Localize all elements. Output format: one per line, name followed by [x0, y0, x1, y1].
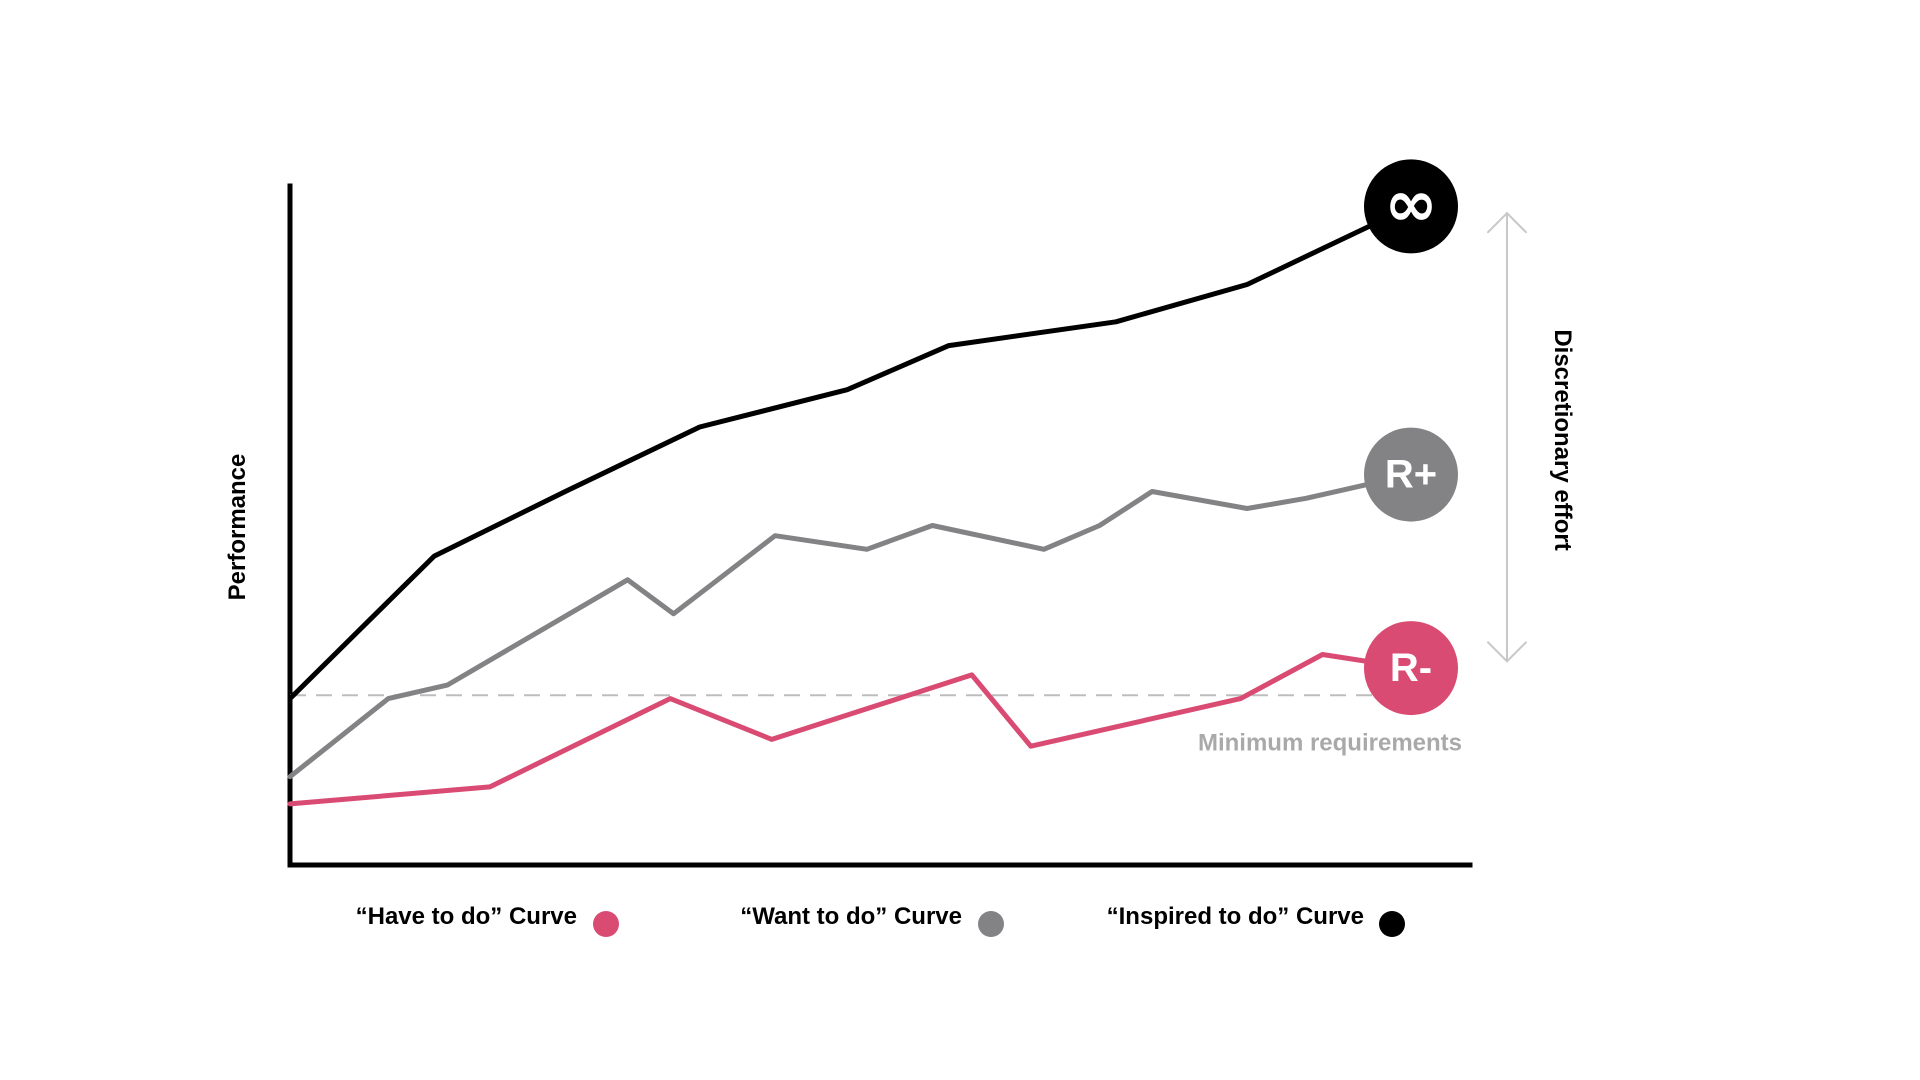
legend-dot-inspired	[1379, 911, 1405, 937]
badge-inspired: ∞	[1364, 159, 1458, 254]
series-line-inspired	[287, 203, 1414, 702]
badge-have-label: R-	[1390, 646, 1432, 690]
arrow-up-icon	[1487, 211, 1527, 234]
legend-dot-have	[593, 911, 619, 937]
arrow-down-icon	[1487, 641, 1527, 663]
legend-dot-want	[978, 911, 1004, 937]
series-line-have	[287, 652, 1414, 807]
legend-label-have: “Have to do” Curve	[356, 903, 577, 930]
badge-want-circle	[1364, 427, 1458, 522]
legend-item-have: “Have to do” Curve	[356, 903, 619, 937]
legend-item-want: “Want to do” Curve	[740, 903, 1004, 937]
legend-label-want: “Want to do” Curve	[740, 903, 962, 930]
badge-have: R-	[1364, 621, 1458, 716]
y-axis-label: Performance	[224, 454, 251, 601]
badge-want-label: R+	[1385, 453, 1437, 497]
series-line-want	[287, 472, 1414, 780]
minimum-requirements-label: Minimum requirements	[1198, 729, 1462, 756]
discretionary-effort-arrow	[1487, 211, 1527, 663]
legend: “Have to do” Curve “Want to do” Curve “I…	[356, 903, 1405, 937]
badge-have-circle	[1364, 621, 1458, 716]
discretionary-effort-label: Discretionary effort	[1549, 329, 1576, 550]
badge-want: R+	[1364, 427, 1458, 522]
infinity-icon: ∞	[1384, 167, 1437, 241]
badge-inspired-circle	[1364, 159, 1458, 254]
legend-item-inspired: “Inspired to do” Curve	[1107, 903, 1405, 937]
legend-label-inspired: “Inspired to do” Curve	[1107, 903, 1364, 930]
